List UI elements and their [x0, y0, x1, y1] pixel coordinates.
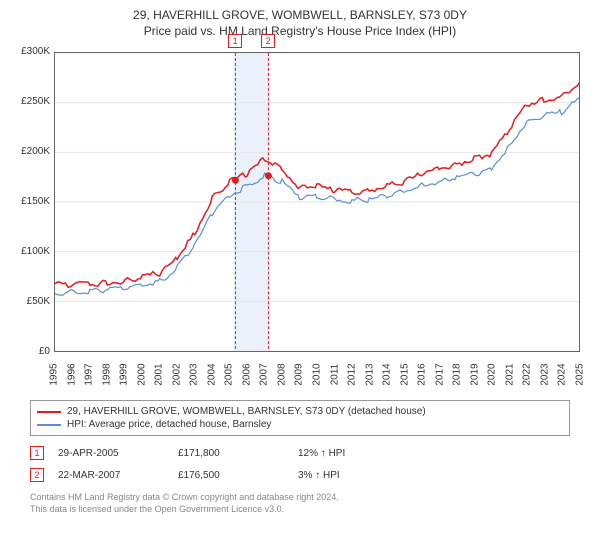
transaction-row: 2 22-MAR-2007 £176,500 3% ↑ HPI — [30, 464, 570, 486]
chart-svg — [55, 53, 579, 351]
transaction-date: 22-MAR-2007 — [58, 470, 138, 481]
x-tick-label: 2008 — [276, 360, 287, 390]
x-tick-label: 2019 — [469, 360, 480, 390]
x-tick-label: 2005 — [224, 360, 235, 390]
x-tick-label: 2001 — [154, 360, 165, 390]
transaction-marker: 1 — [30, 446, 44, 460]
x-tick-label: 2020 — [487, 360, 498, 390]
legend-swatch — [37, 424, 61, 426]
chart-area: 12 £0£50K£100K£150K£200K£250K£300K 19951… — [10, 42, 590, 392]
x-tick-label: 2015 — [399, 360, 410, 390]
x-tick-label: 1996 — [66, 360, 77, 390]
x-tick-label: 2022 — [522, 360, 533, 390]
x-tick-label: 2025 — [575, 360, 586, 390]
marker-labels: 12 — [54, 32, 580, 52]
x-tick-label: 2006 — [241, 360, 252, 390]
y-tick-label: £300K — [10, 46, 50, 57]
marker-label-2: 2 — [261, 34, 275, 48]
x-tick-label: 2012 — [347, 360, 358, 390]
x-tick-label: 2023 — [539, 360, 550, 390]
transaction-change: 3% ↑ HPI — [298, 470, 378, 481]
x-tick-label: 2011 — [329, 360, 340, 390]
x-tick-label: 2010 — [312, 360, 323, 390]
transaction-price: £176,500 — [178, 470, 258, 481]
x-tick-label: 2004 — [206, 360, 217, 390]
legend-swatch — [37, 411, 61, 413]
legend: 29, HAVERHILL GROVE, WOMBWELL, BARNSLEY,… — [30, 400, 570, 436]
x-tick-label: 2024 — [557, 360, 568, 390]
transaction-row: 1 29-APR-2005 £171,800 12% ↑ HPI — [30, 442, 570, 464]
x-tick-label: 1995 — [49, 360, 60, 390]
y-tick-label: £0 — [10, 346, 50, 357]
legend-label: HPI: Average price, detached house, Barn… — [67, 419, 271, 430]
x-tick-label: 2002 — [171, 360, 182, 390]
x-tick-label: 2016 — [417, 360, 428, 390]
marker-label-1: 1 — [228, 34, 242, 48]
y-tick-label: £200K — [10, 146, 50, 157]
x-tick-label: 2003 — [189, 360, 200, 390]
x-tick-label: 2021 — [504, 360, 515, 390]
x-tick-label: 1997 — [84, 360, 95, 390]
y-tick-label: £50K — [10, 296, 50, 307]
footer: Contains HM Land Registry data © Crown c… — [30, 492, 570, 515]
footer-line2: This data is licensed under the Open Gov… — [30, 504, 570, 516]
y-tick-label: £250K — [10, 96, 50, 107]
footer-line1: Contains HM Land Registry data © Crown c… — [30, 492, 570, 504]
x-tick-label: 1998 — [101, 360, 112, 390]
plot — [54, 52, 580, 352]
x-tick-label: 1999 — [119, 360, 130, 390]
legend-label: 29, HAVERHILL GROVE, WOMBWELL, BARNSLEY,… — [67, 406, 426, 417]
x-tick-label: 2000 — [136, 360, 147, 390]
x-tick-label: 2017 — [434, 360, 445, 390]
legend-item: HPI: Average price, detached house, Barn… — [37, 418, 563, 431]
x-tick-label: 2007 — [259, 360, 270, 390]
transaction-change: 12% ↑ HPI — [298, 448, 378, 459]
x-tick-label: 2013 — [364, 360, 375, 390]
x-tick-label: 2018 — [452, 360, 463, 390]
title-main: 29, HAVERHILL GROVE, WOMBWELL, BARNSLEY,… — [0, 8, 600, 22]
x-tick-label: 2014 — [382, 360, 393, 390]
transaction-date: 29-APR-2005 — [58, 448, 138, 459]
transactions-table: 1 29-APR-2005 £171,800 12% ↑ HPI 2 22-MAR-200… — [30, 442, 570, 486]
y-tick-label: £100K — [10, 246, 50, 257]
legend-item: 29, HAVERHILL GROVE, WOMBWELL, BARNSLEY,… — [37, 405, 563, 418]
transaction-marker: 2 — [30, 468, 44, 482]
transaction-price: £171,800 — [178, 448, 258, 459]
y-tick-label: £150K — [10, 196, 50, 207]
x-tick-label: 2009 — [294, 360, 305, 390]
